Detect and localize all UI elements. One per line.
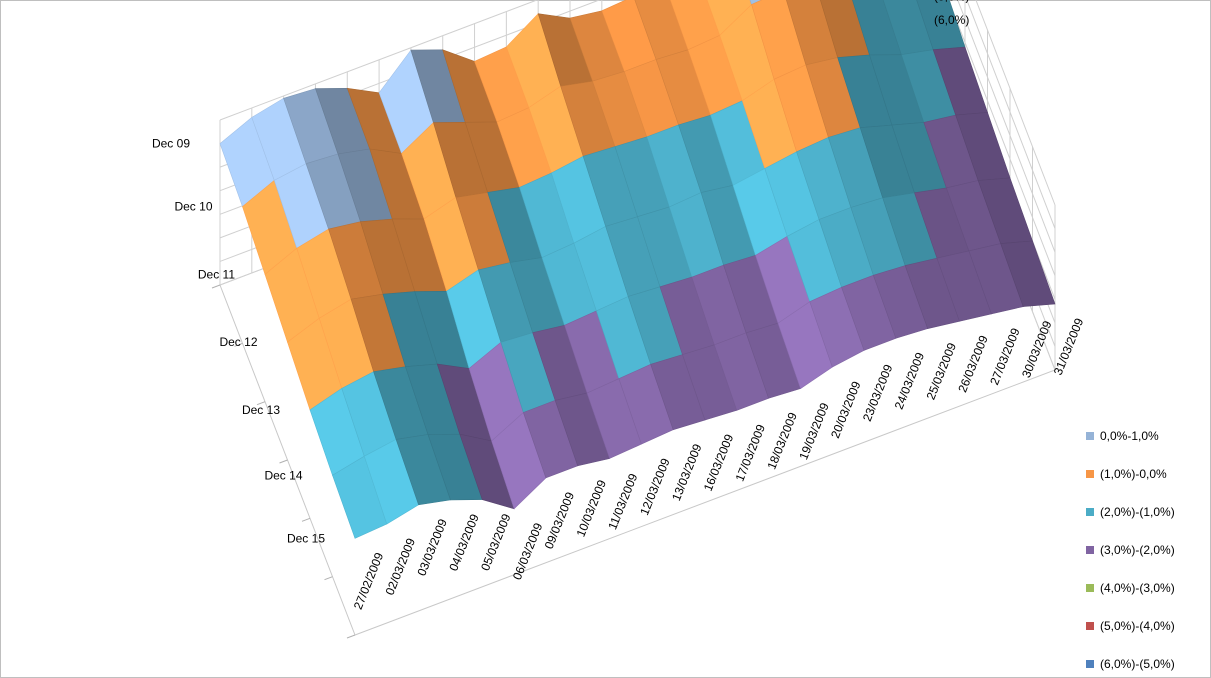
legend-item: (4,0%)-(3,0%) (1086, 580, 1175, 596)
legend-label: (5,0%)-(4,0%) (1100, 619, 1175, 633)
category-tick-label: 06/03/2009 (510, 521, 546, 582)
tick-mark (301, 517, 311, 522)
legend-label: (2,0%)-(1,0%) (1100, 505, 1175, 519)
legend-item: (3,0%)-(2,0%) (1086, 542, 1175, 558)
category-tick-label: 05/03/2009 (478, 511, 514, 572)
category-tick-label: 25/03/2009 (924, 340, 960, 401)
tick-mark (234, 342, 243, 347)
legend-item: (6,0%)-(5,0%) (1086, 656, 1175, 672)
category-tick-label: 04/03/2009 (446, 512, 482, 573)
legend-label: (3,0%)-(2,0%) (1100, 543, 1175, 557)
category-tick-label: 19/03/2009 (796, 400, 832, 461)
legend-swatch (1086, 546, 1094, 554)
category-tick-label: 27/03/2009 (987, 326, 1023, 387)
z-tick-label: (5,0%) (934, 0, 969, 3)
category-tick-label: 11/03/2009 (605, 471, 640, 531)
tick-mark (324, 576, 333, 581)
legend-item: (1,0%)-0,0% (1086, 466, 1175, 482)
legend-swatch (1086, 622, 1094, 630)
legend-swatch (1086, 432, 1094, 440)
legend-label: (4,0%)-(3,0%) (1100, 581, 1175, 595)
legend-label: (1,0%)-0,0% (1100, 467, 1167, 481)
legend-item: (5,0%)-(4,0%) (1086, 618, 1175, 634)
z-tick-label: (6,0%) (934, 13, 969, 27)
legend-label: 0,0%-1,0% (1100, 429, 1159, 443)
category-tick-label: 31/03/2009 (1051, 316, 1087, 377)
series-tick-label: Dec 12 (219, 335, 257, 349)
legend-swatch (1086, 470, 1094, 478)
legend-swatch (1086, 584, 1094, 592)
series-tick-label: Dec 10 (174, 200, 212, 214)
category-tick-label: 09/03/2009 (542, 490, 578, 551)
surface-patch (1000, 240, 1056, 307)
category-tick-label: 30/03/2009 (1019, 318, 1055, 379)
legend: 0,0%-1,0% (1,0%)-0,0% (2,0%)-(1,0%) (3,0… (1086, 428, 1175, 678)
category-tick-label: 26/03/2009 (955, 333, 991, 394)
category-tick-label: 18/03/2009 (764, 410, 800, 471)
legend-swatch (1086, 660, 1094, 668)
legend-item: (2,0%)-(1,0%) (1086, 504, 1175, 520)
category-tick-label: 02/03/2009 (383, 536, 419, 597)
tick-mark (279, 459, 288, 464)
series-tick-label: Dec 11 (198, 267, 235, 281)
category-tick-label: 17/03/2009 (733, 422, 769, 483)
surface-plot (219, 0, 1056, 539)
category-tick-label: 03/03/2009 (414, 517, 450, 578)
series-tick-label: Dec 13 (242, 403, 280, 417)
legend-swatch (1086, 508, 1094, 516)
category-tick-label: 10/03/2009 (574, 478, 610, 539)
category-tick-label: 23/03/2009 (860, 362, 896, 423)
category-tick-label: 27/02/2009 (351, 550, 387, 611)
series-tick-label: Dec 15 (287, 531, 325, 545)
tick-mark (346, 634, 356, 639)
category-tick-label: 20/03/2009 (828, 379, 864, 440)
category-tick-label: 16/03/2009 (701, 432, 737, 493)
legend-label: (6,0%)-(5,0%) (1100, 657, 1175, 671)
category-tick-label: 13/03/2009 (669, 442, 705, 503)
legend-item: 0,0%-1,0% (1086, 428, 1175, 444)
series-tick-label: Dec 09 (152, 137, 190, 151)
tick-mark (256, 401, 266, 406)
category-tick-label: 24/03/2009 (892, 350, 928, 411)
tick-mark (211, 284, 221, 289)
category-tick-label: 12/03/2009 (637, 456, 673, 517)
series-tick-label: Dec 14 (264, 468, 302, 482)
